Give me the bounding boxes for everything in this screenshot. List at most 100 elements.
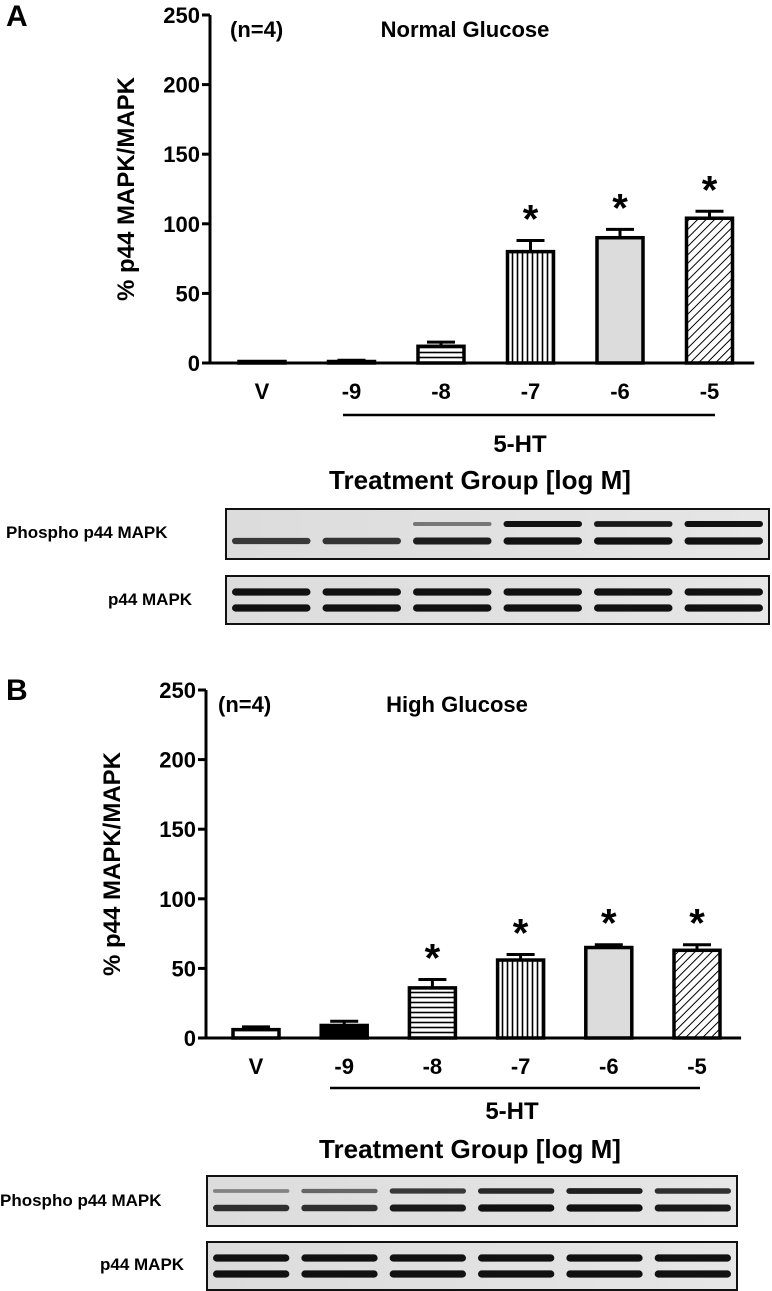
panel-a-letter: A (6, 0, 28, 33)
x-axis-label: Treatment Group [log M] (319, 1134, 621, 1164)
bar-neg5 (687, 218, 733, 363)
x-tick-label: -8 (431, 379, 451, 404)
significance-asterisk: * (612, 186, 628, 230)
y-tick-label: 50 (172, 956, 196, 981)
y-tick-label: 250 (159, 678, 196, 703)
chart-title: Normal Glucose (381, 17, 550, 42)
y-tick-label: 100 (163, 212, 200, 237)
y-axis-label: % p44 MAPK/MAPK (99, 751, 126, 976)
blot-band (594, 604, 673, 611)
blot-band (232, 538, 311, 544)
blot-band (390, 1188, 466, 1193)
significance-asterisk: * (689, 902, 705, 946)
significance-asterisk: * (523, 198, 539, 242)
y-tick-label: 200 (159, 748, 196, 773)
blot-band (301, 1270, 377, 1277)
blot-label-phospho: Phospho p44 MAPK (6, 523, 168, 542)
blot-band (390, 1204, 466, 1211)
y-tick-label: 50 (176, 281, 200, 306)
chart-title: High Glucose (386, 692, 528, 717)
blot-band (685, 604, 764, 611)
bar-neg7 (508, 252, 554, 363)
x-tick-label: -8 (423, 1054, 443, 1079)
blot-band (504, 588, 583, 595)
blot-band (478, 1204, 554, 1211)
blot-band (413, 604, 492, 611)
bar-neg8 (418, 346, 464, 363)
bar-neg8 (409, 988, 455, 1038)
x-tick-label: V (255, 379, 270, 404)
blot-band (413, 522, 492, 526)
x-tick-label: -9 (342, 379, 362, 404)
blot-phospho (226, 509, 769, 559)
bar-neg9 (321, 1025, 367, 1038)
x-axis-label: Treatment Group [log M] (329, 465, 631, 495)
y-tick-label: 0 (184, 1026, 196, 1051)
blot-band (323, 588, 402, 595)
blot-band (655, 1254, 731, 1261)
blot-band (413, 588, 492, 595)
blot-band (566, 1188, 642, 1194)
x-tick-label: -6 (610, 379, 630, 404)
blot-band (301, 1189, 377, 1193)
blot-total (226, 576, 769, 624)
significance-asterisk: * (425, 937, 441, 981)
panel-b-letter: B (6, 674, 28, 707)
chart-normal-glucose: 0 50 100 150 200 250 % p44 MAPK/MAPK (n=4) Norma… (113, 3, 754, 495)
blot-band (390, 1254, 466, 1261)
blot-band (213, 1189, 289, 1193)
blots-normal-glucose: Phospho p44 MAPK p44 MAPK (6, 509, 769, 624)
x-tick-label: -7 (521, 379, 541, 404)
blot-band (323, 604, 402, 611)
blot-band (655, 1204, 731, 1211)
bar-neg6 (586, 948, 632, 1038)
significance-asterisk: * (702, 168, 718, 212)
y-tick-label: 150 (159, 817, 196, 842)
bar-neg7 (498, 960, 544, 1038)
blot-label-phospho: Phospho p44 MAPK (0, 1191, 162, 1210)
blot-band (504, 604, 583, 611)
panel-b: B 0 50 100 150 200 250 % p44 MAPK/MAPK (n=4) Hig… (0, 674, 741, 1290)
blot-band (213, 1270, 289, 1277)
blot-band (213, 1254, 289, 1261)
blot-band (655, 1188, 731, 1193)
blots-high-glucose: Phospho p44 MAPK p44 MAPK (0, 1176, 737, 1290)
blot-band (390, 1270, 466, 1277)
blot-band (323, 538, 402, 544)
n-label: (n=4) (230, 17, 283, 42)
x-tick-label: -6 (599, 1054, 619, 1079)
y-tick-label: 200 (163, 73, 200, 98)
blot-label-total: p44 MAPK (108, 590, 193, 609)
blot-band (566, 1204, 642, 1211)
blot-total (207, 1242, 737, 1290)
x-tick-label: -7 (511, 1054, 531, 1079)
blot-phospho (207, 1176, 737, 1226)
blot-band (685, 537, 764, 544)
x-tick-label: -5 (687, 1054, 707, 1079)
blot-band (566, 1254, 642, 1261)
blot-band (655, 1270, 731, 1277)
x-tick-label: V (249, 1054, 264, 1079)
x-tick-label: -9 (334, 1054, 354, 1079)
blot-band (504, 521, 583, 527)
bar-neg9 (329, 362, 375, 364)
blot-band (301, 1254, 377, 1261)
blot-band (504, 537, 583, 544)
blot-band (301, 1205, 377, 1212)
group-label: 5-HT (493, 431, 547, 458)
y-tick-label: 250 (163, 3, 200, 28)
blot-band (594, 588, 673, 595)
y-tick-label: 100 (159, 887, 196, 912)
blot-band (566, 1270, 642, 1277)
blot-band (685, 588, 764, 595)
panel-a: A 0 50 100 150 200 250 % p44 MAPK/MAPK (n=4) Nor… (6, 0, 769, 624)
y-tick-label: 150 (163, 142, 200, 167)
y-tick-label: 0 (188, 351, 200, 376)
significance-asterisk: * (601, 902, 617, 946)
bar-neg5 (674, 950, 720, 1038)
blot-band (685, 521, 764, 527)
blot-label-total: p44 MAPK (100, 1255, 185, 1274)
n-label: (n=4) (218, 692, 271, 717)
chart-high-glucose: 0 50 100 150 200 250 % p44 MAPK/MAPK (n=4) High … (99, 678, 741, 1164)
blot-band (594, 537, 673, 544)
